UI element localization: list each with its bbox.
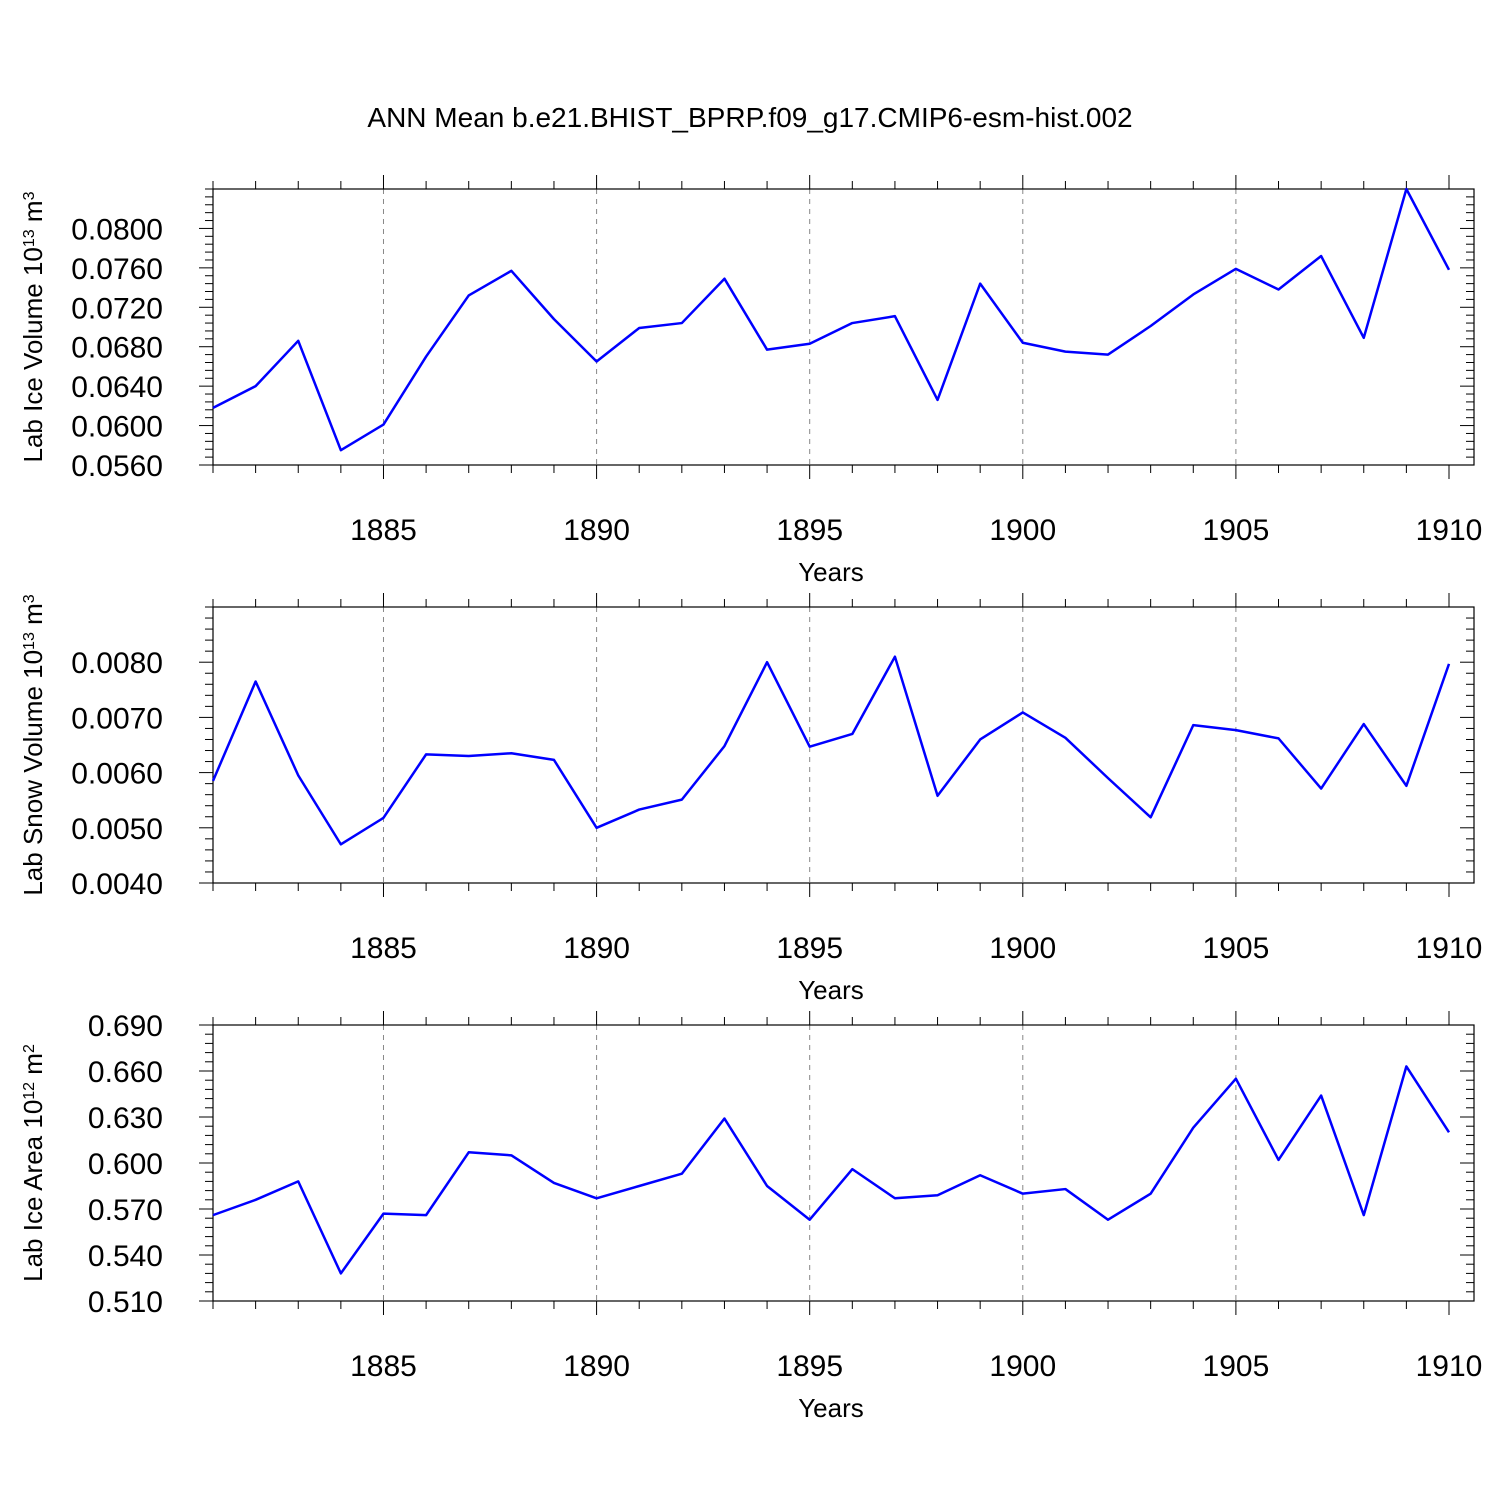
chart-title: ANN Mean b.e21.BHIST_BPRP.f09_g17.CMIP6-…: [367, 102, 1132, 133]
y-axis-label-unit: m: [18, 603, 48, 632]
y-axis-label-sup2: 3: [21, 594, 38, 603]
panels: 0.0560 0.0600 0.0640 0.0680 0.0720 0.0760 0.08…: [18, 175, 1482, 1423]
y-tick-label: 0.0680: [71, 332, 163, 365]
y-tick-label: 0.0050: [71, 813, 163, 846]
x-tick-label: 1910: [1416, 932, 1483, 965]
y-tick-label: 0.0070: [71, 702, 163, 735]
y-tick-label: 0.570: [88, 1194, 163, 1227]
x-tick-label: 1905: [1203, 1350, 1270, 1383]
y-axis-label-main: Lab Ice Area 10: [18, 1100, 48, 1282]
x-tick-label: 1890: [563, 932, 630, 965]
plot-frame: [212, 1024, 1475, 1302]
y-axis-label-sup1: 13: [21, 632, 38, 650]
y-tick-label: 0.540: [88, 1240, 163, 1273]
y-tick-label: 0.0560: [71, 450, 163, 483]
x-tick-label: 1905: [1203, 514, 1270, 547]
x-tick-label: 1890: [563, 1350, 630, 1383]
y-axis-label-sup1: 13: [21, 229, 38, 247]
y-axis-label-sup2: 2: [21, 1044, 38, 1053]
y-tick-label: 0.600: [88, 1148, 163, 1181]
y-tick-label: 0.0080: [71, 647, 163, 680]
x-tick-label: 1900: [989, 514, 1056, 547]
y-axis-label-unit: m: [18, 1053, 48, 1082]
x-tick-label: 1900: [989, 1350, 1056, 1383]
y-axis-label-sup1: 12: [21, 1082, 38, 1100]
x-tick-label: 1905: [1203, 932, 1270, 965]
x-axis-label: Years: [798, 975, 864, 1005]
y-axis-label: Lab Ice Volume 1013 m3: [18, 191, 48, 462]
panel-1: 0.0560 0.0600 0.0640 0.0680 0.0720 0.0760 0.08…: [18, 175, 1482, 587]
x-axis-label: Years: [798, 1393, 864, 1423]
plot-frame: [212, 188, 1475, 466]
y-tick-label: 0.0760: [71, 253, 163, 286]
x-tick-label: 1900: [989, 932, 1056, 965]
y-tick-label: 0.630: [88, 1102, 163, 1135]
series-line: [212, 1065, 1451, 1275]
y-tick-label: 0.0640: [71, 371, 163, 404]
y-tick-label: 0.690: [88, 1010, 163, 1043]
y-axis-label-sup2: 3: [21, 191, 38, 200]
x-tick-label: 1895: [776, 514, 843, 547]
y-tick-label: 0.660: [88, 1056, 163, 1089]
y-axis-label: Lab Snow Volume 1013 m3: [18, 594, 48, 895]
plot-frame: [212, 606, 1475, 884]
panel-2: 0.0040 0.0050 0.0060 0.0070 0.0080 1885 1890 18…: [18, 593, 1482, 1005]
x-tick-label: 1890: [563, 514, 630, 547]
y-axis-label-main: Lab Snow Volume 10: [18, 650, 48, 896]
x-tick-label: 1885: [350, 514, 417, 547]
x-tick-label: 1885: [350, 932, 417, 965]
x-axis-label: Years: [798, 557, 864, 587]
y-tick-label: 0.0600: [71, 411, 163, 444]
x-tick-label: 1910: [1416, 514, 1483, 547]
x-tick-label: 1895: [776, 1350, 843, 1383]
panel-3: 0.510 0.540 0.570 0.600 0.630 0.660 0.690 1885 1…: [18, 1010, 1482, 1423]
x-tick-label: 1910: [1416, 1350, 1483, 1383]
series-line: [212, 187, 1451, 452]
y-tick-label: 0.0040: [71, 868, 163, 901]
series-line: [211, 655, 1451, 846]
y-tick-label: 0.0800: [71, 213, 163, 246]
x-tick-label: 1895: [776, 932, 843, 965]
y-tick-label: 0.510: [88, 1286, 163, 1319]
y-axis-label-unit: m: [18, 200, 48, 229]
y-axis-label: Lab Ice Area 1012 m2: [18, 1044, 48, 1282]
y-tick-label: 0.0720: [71, 292, 163, 325]
x-tick-label: 1885: [350, 1350, 417, 1383]
y-tick-label: 0.0060: [71, 758, 163, 791]
y-axis-label-main: Lab Ice Volume 10: [18, 247, 48, 462]
